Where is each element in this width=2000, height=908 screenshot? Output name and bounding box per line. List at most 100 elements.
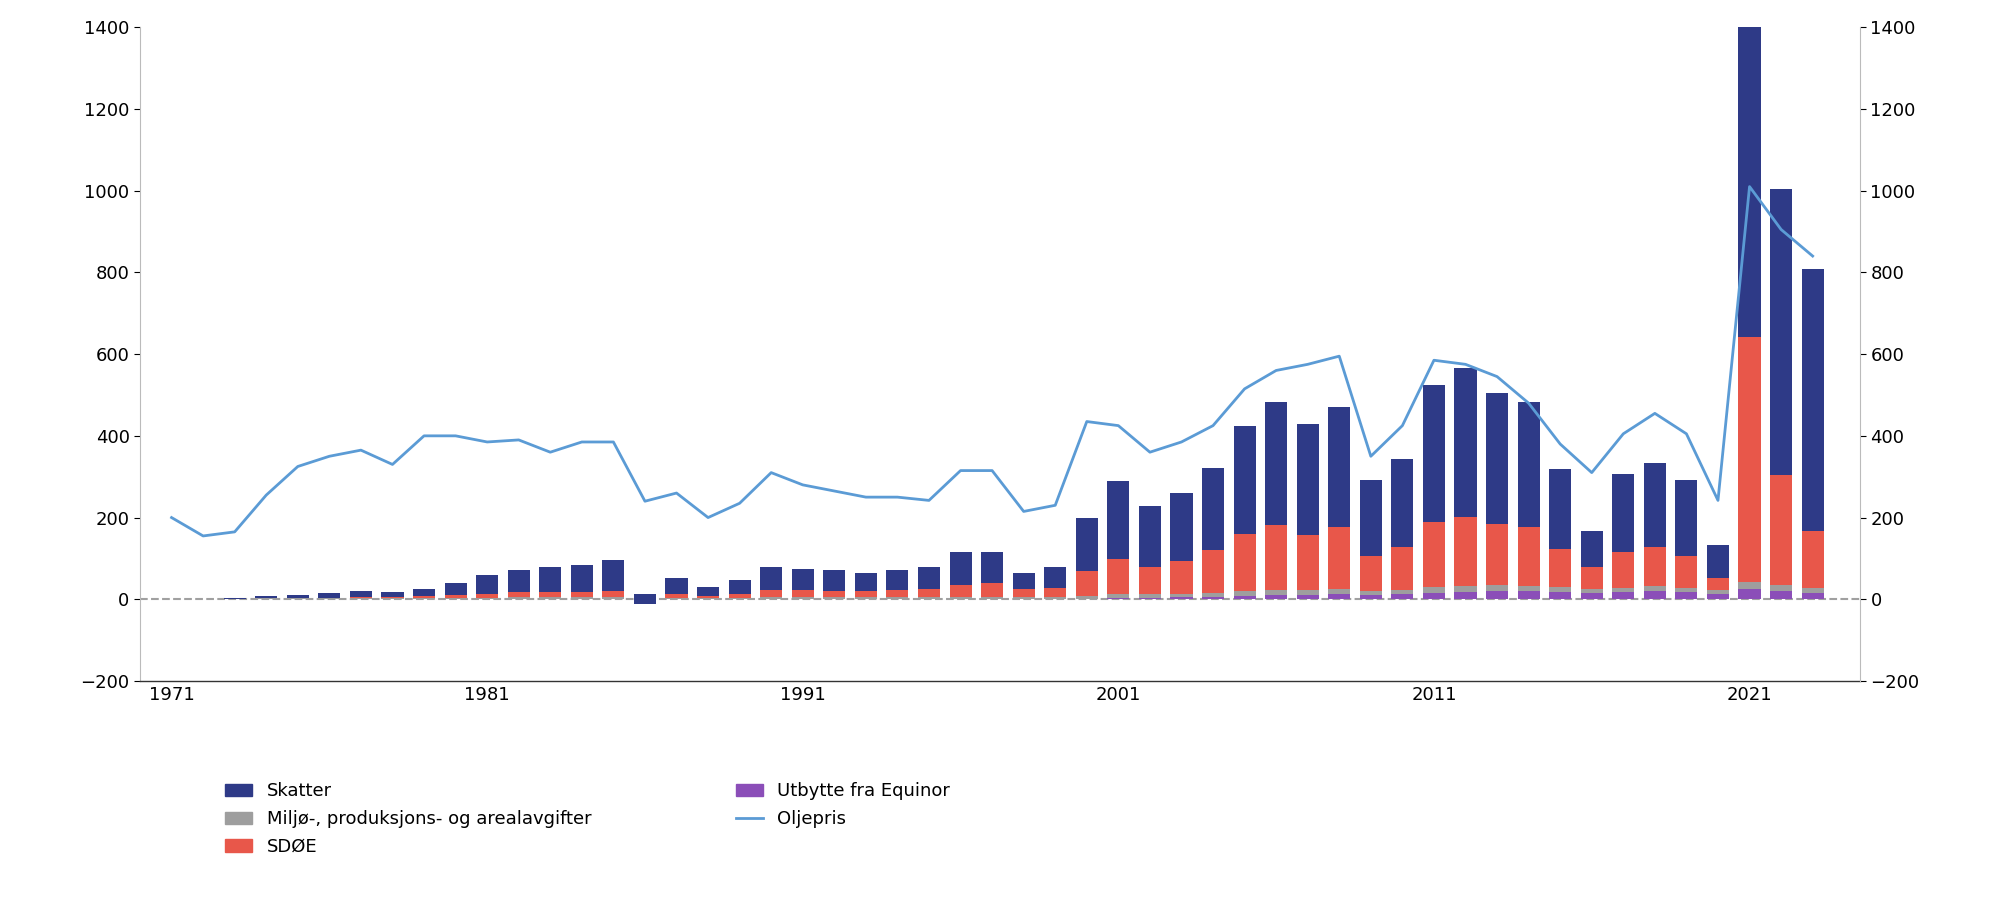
- Bar: [1392, 595, 1414, 599]
- Bar: [1108, 558, 1130, 594]
- Bar: [886, 570, 908, 590]
- Bar: [950, 552, 972, 585]
- Bar: [1044, 568, 1066, 587]
- Bar: [1202, 550, 1224, 593]
- Bar: [1360, 595, 1382, 599]
- Bar: [476, 594, 498, 597]
- Bar: [570, 597, 592, 599]
- Bar: [792, 590, 814, 597]
- Bar: [1706, 594, 1730, 599]
- Bar: [444, 583, 466, 595]
- Bar: [1738, 582, 1760, 589]
- Bar: [1676, 587, 1698, 592]
- Bar: [1044, 597, 1066, 599]
- Bar: [1392, 459, 1414, 547]
- Bar: [918, 589, 940, 597]
- Bar: [728, 580, 750, 595]
- Bar: [886, 590, 908, 597]
- Bar: [1676, 480, 1698, 556]
- Bar: [1550, 592, 1572, 599]
- Bar: [1644, 463, 1666, 547]
- Bar: [1422, 593, 1444, 599]
- Bar: [1202, 593, 1224, 597]
- Bar: [1202, 469, 1224, 550]
- Bar: [1138, 568, 1160, 594]
- Bar: [1644, 547, 1666, 587]
- Bar: [1296, 424, 1318, 535]
- Bar: [1170, 597, 1192, 599]
- Bar: [634, 597, 656, 604]
- Bar: [1076, 596, 1098, 599]
- Bar: [1076, 518, 1098, 571]
- Bar: [918, 567, 940, 589]
- Bar: [1580, 593, 1602, 599]
- Bar: [666, 597, 688, 599]
- Bar: [1454, 368, 1476, 517]
- Bar: [476, 597, 498, 599]
- Bar: [1234, 426, 1256, 534]
- Bar: [1360, 556, 1382, 591]
- Bar: [1392, 547, 1414, 590]
- Bar: [1234, 591, 1256, 596]
- Bar: [1706, 578, 1730, 590]
- Bar: [476, 575, 498, 594]
- Bar: [1580, 568, 1602, 588]
- Bar: [1612, 592, 1634, 599]
- Bar: [1706, 546, 1730, 578]
- Bar: [1328, 588, 1350, 594]
- Bar: [602, 597, 624, 599]
- Bar: [1486, 524, 1508, 586]
- Bar: [1770, 591, 1792, 599]
- Bar: [824, 570, 846, 591]
- Bar: [1518, 402, 1540, 527]
- Bar: [1422, 587, 1444, 593]
- Bar: [1328, 528, 1350, 588]
- Bar: [540, 567, 562, 591]
- Bar: [1108, 594, 1130, 597]
- Bar: [444, 595, 466, 598]
- Bar: [286, 596, 308, 598]
- Bar: [728, 597, 750, 599]
- Bar: [1550, 548, 1572, 587]
- Bar: [1580, 588, 1602, 593]
- Bar: [1738, 589, 1760, 599]
- Bar: [1486, 591, 1508, 599]
- Bar: [1076, 571, 1098, 596]
- Bar: [350, 597, 372, 598]
- Bar: [570, 591, 592, 597]
- Bar: [1266, 525, 1288, 590]
- Bar: [1296, 535, 1318, 590]
- Bar: [382, 591, 404, 597]
- Bar: [1012, 573, 1034, 589]
- Bar: [1612, 474, 1634, 552]
- Bar: [1612, 552, 1634, 587]
- Bar: [1392, 590, 1414, 595]
- Bar: [1108, 481, 1130, 558]
- Bar: [950, 597, 972, 599]
- Bar: [1802, 269, 1824, 530]
- Bar: [1486, 393, 1508, 524]
- Bar: [1044, 587, 1066, 597]
- Bar: [854, 591, 876, 597]
- Bar: [412, 596, 436, 598]
- Bar: [634, 597, 656, 599]
- Bar: [318, 593, 340, 597]
- Bar: [1202, 597, 1224, 599]
- Bar: [1422, 522, 1444, 587]
- Bar: [698, 587, 720, 596]
- Bar: [1486, 586, 1508, 591]
- Bar: [634, 594, 656, 604]
- Bar: [350, 591, 372, 597]
- Bar: [886, 597, 908, 599]
- Bar: [1454, 592, 1476, 599]
- Bar: [1802, 530, 1824, 587]
- Bar: [1770, 585, 1792, 591]
- Bar: [1738, 337, 1760, 582]
- Bar: [760, 568, 782, 590]
- Bar: [412, 588, 436, 596]
- Bar: [1234, 596, 1256, 599]
- Bar: [1360, 480, 1382, 556]
- Bar: [1170, 594, 1192, 597]
- Bar: [854, 597, 876, 599]
- Bar: [1454, 587, 1476, 592]
